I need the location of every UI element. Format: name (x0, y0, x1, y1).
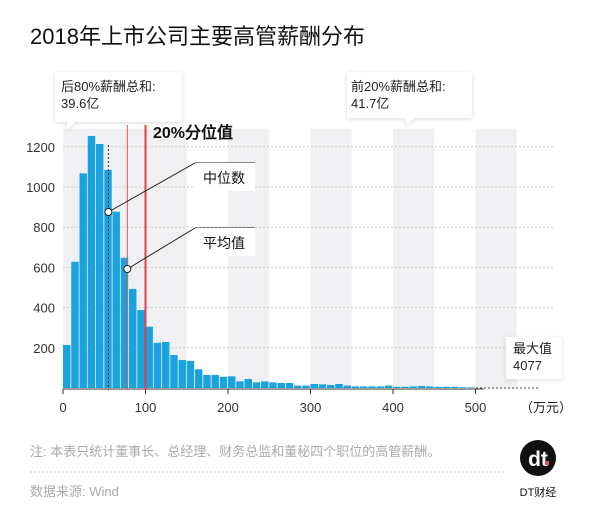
x-tick-label: 400 (382, 400, 404, 415)
mean-label: 平均值 (203, 235, 245, 251)
x-tick-label: 200 (217, 400, 239, 415)
bottom80-text-2: 39.6亿 (61, 96, 99, 111)
p20-label: 20%分位值 (153, 123, 233, 142)
bar (153, 342, 162, 388)
bar (434, 386, 442, 388)
bar (459, 387, 467, 388)
bar (450, 386, 459, 388)
bar (343, 385, 351, 388)
x-tick-label: 0 (59, 400, 66, 415)
y-tick-label: 400 (33, 301, 55, 316)
x-axis-unit: （万元） (520, 400, 572, 415)
footer-note: 注: 本表只统计董事长、总经理、财务总监和董秘四个职位的高管薪酬。 (30, 444, 440, 459)
bar (426, 386, 434, 388)
bar (327, 384, 335, 388)
max-box (506, 337, 562, 379)
median-point (104, 208, 113, 216)
top20-text-2: 41.7亿 (351, 96, 389, 111)
median-box (195, 163, 255, 191)
bar (228, 376, 236, 388)
bar (236, 381, 244, 388)
y-tick-label: 600 (33, 260, 55, 275)
bar (302, 385, 310, 388)
bar (129, 288, 137, 388)
bar (195, 369, 203, 388)
top20-callout (347, 72, 472, 125)
footer-source: 数据来源: Wind (30, 484, 119, 499)
max-text-1: 最大值 (513, 341, 552, 356)
bars (63, 135, 475, 388)
y-tick-label: 800 (33, 220, 55, 235)
bar (360, 386, 368, 388)
bar (277, 382, 285, 388)
top20-text-1: 前20%薪酬总和: (351, 79, 446, 94)
max-text-2: 4077 (513, 358, 542, 373)
x-tick-label: 100 (135, 400, 157, 415)
bar (376, 386, 384, 388)
bar (96, 143, 104, 388)
bar (137, 310, 145, 388)
bar (178, 360, 186, 388)
bar (335, 383, 343, 388)
bar (467, 387, 475, 388)
chart-title: 2018年上市公司主要高管薪酬分布 (30, 24, 365, 49)
bar (417, 385, 426, 388)
logo-text: dt (528, 448, 548, 471)
bar (162, 341, 170, 388)
bar (318, 384, 327, 388)
bar (203, 374, 211, 388)
y-tick-label: 1000 (26, 180, 55, 195)
bar (285, 382, 294, 388)
bar (269, 382, 277, 388)
brand-name: DT财经 (520, 485, 557, 499)
bar (120, 257, 129, 388)
bar (244, 378, 252, 388)
bar (219, 376, 228, 388)
background-band (393, 128, 435, 388)
x-tick-label: 300 (300, 400, 322, 415)
bar (87, 135, 96, 388)
background-band (310, 128, 352, 388)
background-bands (63, 128, 517, 388)
bar (409, 386, 417, 388)
bar (294, 385, 302, 388)
bar (63, 344, 71, 388)
median-label: 中位数 (203, 170, 245, 186)
bottom80-text-1: 后80%薪酬总和: (61, 79, 156, 94)
bar (170, 355, 178, 388)
x-tick-label: 500 (465, 400, 487, 415)
bar (71, 261, 79, 388)
bar (261, 381, 269, 388)
bar (79, 173, 87, 388)
bar (401, 386, 409, 388)
bar (384, 385, 393, 388)
bar (393, 386, 401, 388)
y-ticks: 200 400 600 800 1000 1200 (26, 140, 55, 356)
bar (351, 386, 360, 388)
x-ticks: 0 100 200 300 400 500 (59, 388, 487, 415)
bar (252, 382, 261, 388)
bar (145, 326, 153, 388)
mean-point (123, 265, 132, 273)
y-tick-label: 1200 (26, 140, 55, 155)
dt-logo: dt (520, 440, 556, 476)
bar (211, 374, 219, 388)
bar (186, 360, 195, 388)
bar (442, 386, 450, 388)
bar (310, 383, 318, 388)
y-tick-label: 200 (33, 341, 55, 356)
mean-box (195, 228, 255, 256)
bottom80-callout (55, 72, 182, 130)
bar (368, 386, 376, 388)
bar (112, 211, 120, 388)
